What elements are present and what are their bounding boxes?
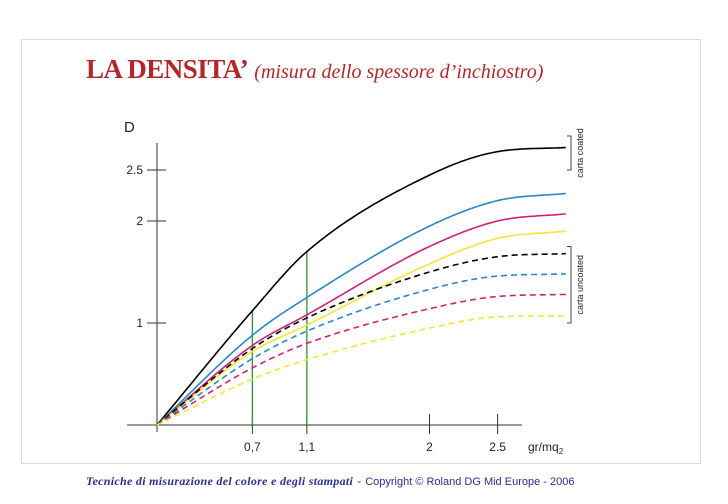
x-tick-label: 2.5 (489, 440, 506, 454)
x-axis-title-subscript: 2 (559, 447, 564, 456)
paper-type-groups: carta coated carta uncoated (567, 128, 585, 324)
series-solid-line (156, 213, 566, 426)
series-lines (156, 146, 566, 426)
series-dashed-line (156, 293, 566, 426)
title-subtitle: (misura dello spessore d’inchiostro) (254, 61, 544, 83)
x-tick-label: 1,1 (299, 440, 316, 454)
axis-labels: 1 2 2.5 0,7 1,1 2 2.5 Dgr/mq2 (124, 119, 564, 456)
footer-separator: - (357, 474, 362, 488)
y-tick-label: 2.5 (126, 163, 143, 177)
y-tick-label: 2 (136, 214, 143, 228)
x-axis-title: gr/mq2 (528, 440, 564, 456)
x-tick-label: 0,7 (244, 440, 261, 454)
x-tick-label: 2 (426, 440, 433, 454)
group-label: carta uncoated (575, 255, 585, 315)
footer-copyright: Copyright © Roland DG Mid Europe - 2006 (365, 476, 575, 488)
group-bracket (567, 135, 572, 171)
series-dashed-line (156, 252, 566, 426)
group-bracket (567, 246, 572, 324)
group-label: carta coated (575, 128, 585, 178)
reference-lines (251, 251, 308, 425)
slide-title: LA DENSITA’ (misura dello spessore d’inch… (86, 54, 543, 85)
y-tick-label: 1 (136, 316, 143, 330)
footer: Tecniche di misurazione del colore e deg… (86, 474, 574, 489)
series-solid-line (156, 192, 566, 426)
series-dashed-line (156, 315, 566, 426)
footer-course: Tecniche di misurazione del colore e deg… (86, 474, 354, 488)
title-main: LA DENSITA’ (86, 54, 249, 84)
series-solid-line (156, 146, 566, 426)
slide-frame (21, 39, 701, 464)
y-axis-title: D (124, 119, 135, 136)
series-solid-line (156, 230, 566, 426)
series-dashed-line (156, 273, 566, 426)
